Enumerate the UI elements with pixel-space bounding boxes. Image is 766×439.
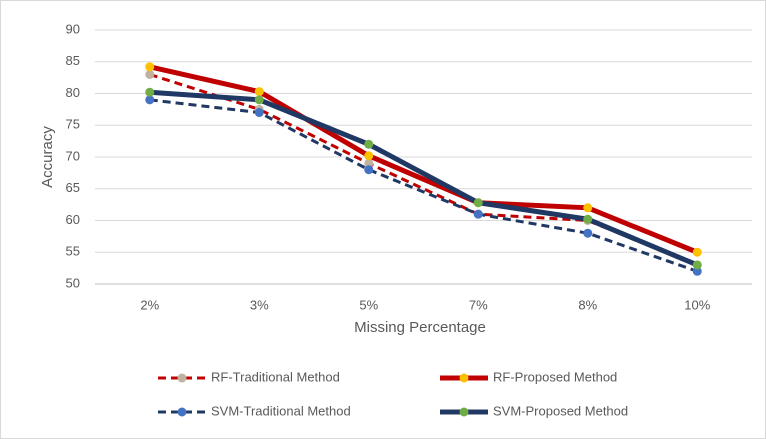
x-tick-label: 3% [250, 297, 269, 312]
marker [364, 139, 374, 149]
x-tick-label: 8% [578, 297, 597, 312]
marker [254, 108, 264, 118]
x-axis-label: Missing Percentage [354, 319, 486, 336]
marker [583, 203, 593, 213]
marker [583, 228, 593, 238]
marker [145, 69, 155, 79]
x-tick-label: 5% [359, 297, 378, 312]
marker [692, 247, 702, 257]
x-tick-label: 2% [140, 297, 159, 312]
marker [473, 209, 483, 219]
legend-label: RF-Proposed Method [493, 369, 617, 384]
marker [364, 165, 374, 175]
x-tick-label: 10% [684, 297, 710, 312]
marker [145, 87, 155, 97]
y-tick-label: 65 [66, 180, 80, 195]
series-line [149, 98, 698, 273]
y-axis-label: Accuracy [39, 126, 56, 188]
marker [583, 214, 593, 224]
legend-marker [459, 373, 469, 383]
legend-label: SVM-Traditional Method [211, 403, 351, 418]
marker [145, 62, 155, 72]
x-tick-label: 7% [469, 297, 488, 312]
marker [692, 260, 702, 270]
marker [364, 158, 374, 168]
marker [254, 87, 264, 97]
y-tick-label: 50 [66, 275, 80, 290]
y-tick-label: 60 [66, 212, 80, 227]
y-tick-label: 85 [66, 53, 80, 68]
marker [254, 95, 264, 105]
legend-label: SVM-Proposed Method [493, 403, 628, 418]
marker [364, 151, 374, 161]
y-tick-label: 55 [66, 244, 80, 259]
y-tick-label: 70 [66, 148, 80, 163]
marker [473, 198, 483, 208]
marker [145, 95, 155, 105]
marker [692, 266, 702, 276]
legend-marker [177, 373, 187, 383]
y-tick-label: 80 [66, 85, 80, 100]
y-tick-label: 75 [66, 117, 80, 132]
y-tick-label: 90 [66, 21, 80, 36]
legend-marker [459, 407, 469, 417]
legend-label: RF-Traditional Method [211, 369, 340, 384]
series-line [149, 89, 699, 268]
series-line [149, 64, 699, 255]
legend-marker [177, 407, 187, 417]
